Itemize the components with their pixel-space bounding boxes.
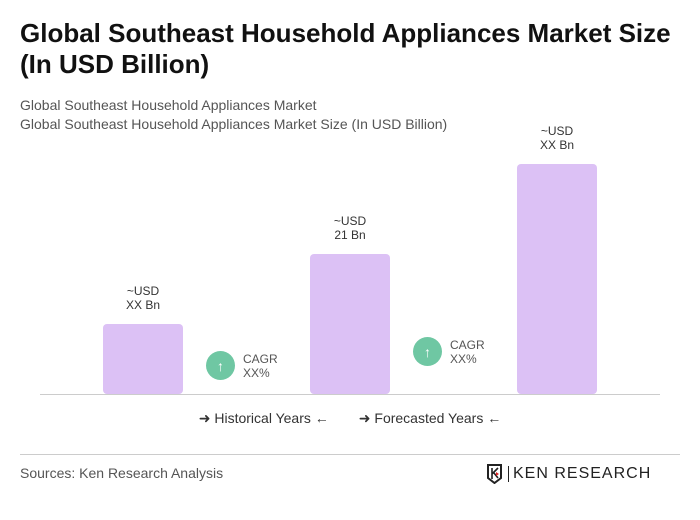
cagr-label: CAGR xyxy=(450,337,485,352)
legend-forecasted: ➜ Forecasted Years ← xyxy=(358,410,502,426)
cagr-value: XX% xyxy=(450,351,477,366)
subtitle-2: Global Southeast Household Appliances Ma… xyxy=(20,116,448,132)
legend-historical: ➜ Historical Years ← xyxy=(198,410,329,426)
bar xyxy=(103,324,183,394)
bar xyxy=(517,164,597,394)
bar-chart xyxy=(40,164,660,395)
ken-research-logo: KEN RESEARCH xyxy=(486,464,651,484)
cagr-label: CAGR xyxy=(243,351,278,366)
arrow-up-icon: ↑ xyxy=(206,351,235,380)
cagr-badge-2: ↑ CAGR XX% xyxy=(413,337,485,366)
bar-data-label: ~USD XX Bn xyxy=(539,124,575,152)
cagr-value: XX% xyxy=(243,365,270,380)
page-title: Global Southeast Household Appliances Ma… xyxy=(20,18,671,79)
cagr-badge-1: ↑ CAGR XX% xyxy=(206,351,278,380)
bar-data-label: ~USD XX Bn xyxy=(125,284,161,312)
bar-data-label: ~USD 21 Bn xyxy=(333,214,367,242)
sources-text: Sources: Ken Research Analysis xyxy=(20,465,224,481)
divider xyxy=(20,454,680,455)
legend: ➜ Historical Years ← ➜ Forecasted Years … xyxy=(0,410,700,427)
logo-icon xyxy=(487,464,502,484)
bar xyxy=(310,254,390,394)
arrow-up-icon: ↑ xyxy=(413,337,442,366)
subtitle: Global Southeast Household Appliances Ma… xyxy=(20,97,317,113)
